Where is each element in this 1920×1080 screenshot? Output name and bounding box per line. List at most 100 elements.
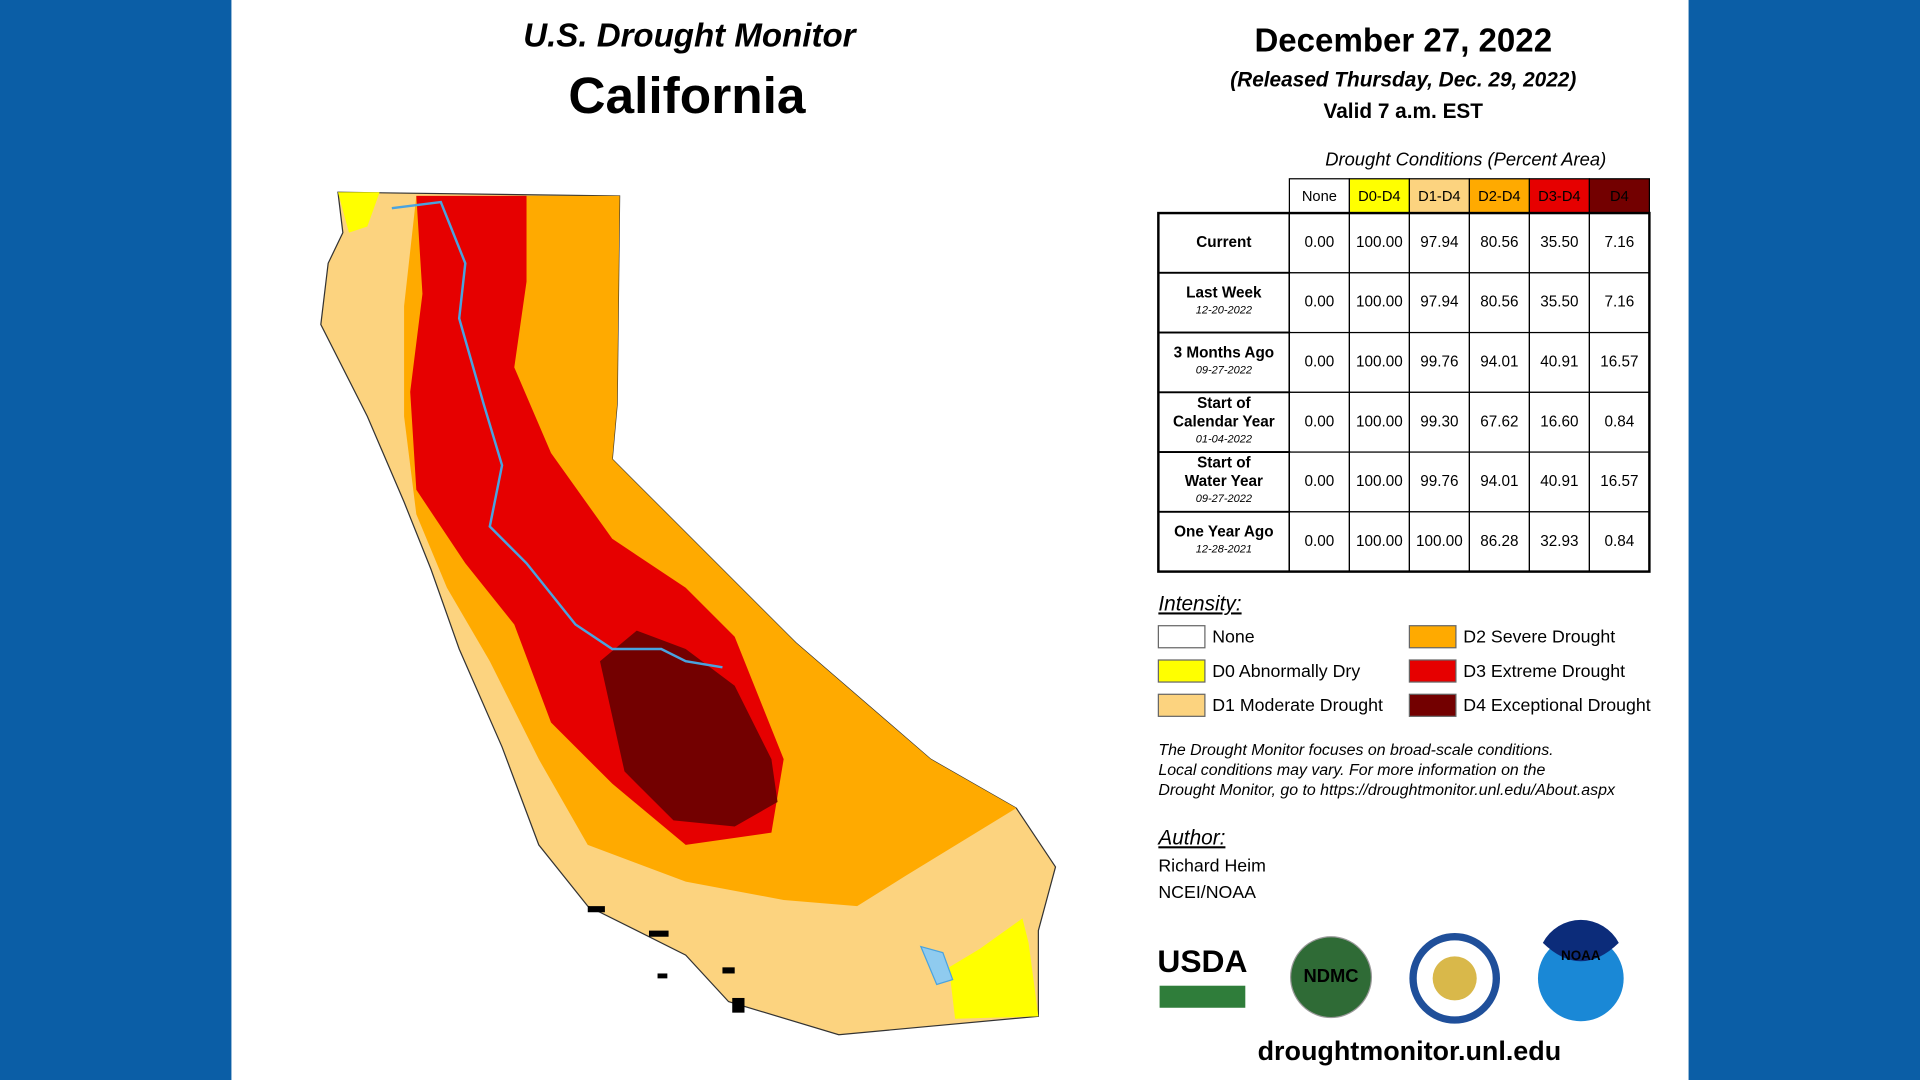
- region: California: [568, 66, 805, 124]
- row-label: Start of: [1197, 395, 1251, 412]
- d0-area: [948, 918, 1039, 1019]
- table-cell: [1528, 331, 1591, 393]
- table-cell: [1348, 511, 1411, 573]
- table-cell: [1588, 272, 1651, 334]
- row-label: Calendar Year: [1173, 413, 1275, 430]
- table-value: 100.00: [1416, 533, 1463, 550]
- table-value: 100.00: [1356, 294, 1403, 311]
- d4-area: [600, 630, 778, 827]
- table-value: 7.16: [1604, 234, 1634, 251]
- released: (Released Thursday, Dec. 29, 2022): [1230, 68, 1576, 91]
- table-value: 99.30: [1420, 413, 1458, 430]
- usda-logo: USDA: [1157, 943, 1247, 979]
- table-cell: [1288, 451, 1351, 513]
- column-header: D4: [1610, 189, 1629, 205]
- valid: Valid 7 a.m. EST: [1324, 100, 1484, 123]
- title: U.S. Drought Monitor: [523, 18, 857, 55]
- table-value: 0.84: [1604, 413, 1634, 430]
- row-date: 09-27-2022: [1196, 364, 1252, 376]
- table-value: 86.28: [1480, 533, 1518, 550]
- side-panel: [0, 0, 232, 1080]
- islands: [587, 906, 745, 1013]
- row-date: 01-04-2022: [1196, 433, 1252, 445]
- side-panel: [1688, 0, 1920, 1080]
- table-value: 0.00: [1304, 473, 1334, 490]
- river: [391, 200, 723, 669]
- column-header: D0-D4: [1358, 189, 1400, 205]
- table-cell: [1468, 331, 1531, 393]
- table-value: 0.84: [1604, 533, 1634, 550]
- commerce-seal-center: [1432, 956, 1477, 1001]
- table-caption: Drought Conditions (Percent Area): [1325, 148, 1606, 169]
- table-cell: [1408, 272, 1471, 334]
- row-date: 09-27-2022: [1196, 493, 1252, 505]
- table-value: 35.50: [1540, 234, 1578, 251]
- table-value: 100.00: [1356, 353, 1403, 370]
- note-line: Local conditions may vary. For more info…: [1158, 762, 1545, 779]
- row-label: One Year Ago: [1174, 524, 1273, 541]
- table-cell: [1348, 391, 1411, 453]
- table-cell: [1528, 451, 1591, 513]
- table-cell: [1468, 272, 1531, 334]
- table-value: 32.93: [1540, 533, 1578, 550]
- table-cell: [1348, 331, 1411, 393]
- table-cell: [1348, 212, 1411, 274]
- table-value: 16.57: [1600, 353, 1638, 370]
- legend-swatch: [1408, 659, 1457, 683]
- date: December 27, 2022: [1254, 23, 1552, 60]
- table-cell: [1528, 391, 1591, 453]
- row-label-cell: [1157, 510, 1291, 573]
- note: The Drought Monitor focuses on broad-sca…: [1158, 742, 1616, 799]
- legend: None D0 Abnormally Dry D1 Moderate Drought…: [1157, 625, 1651, 717]
- table-cell: [1588, 391, 1651, 453]
- table-value: 94.01: [1480, 473, 1518, 490]
- table-cell: [1528, 511, 1591, 573]
- column-header: D2-D4: [1478, 189, 1520, 205]
- column-header: D3-D4: [1538, 189, 1580, 205]
- table-value: 80.56: [1480, 294, 1518, 311]
- table-value: 0.00: [1304, 294, 1334, 311]
- table-value: 80.56: [1480, 234, 1518, 251]
- table-value: 0.00: [1304, 413, 1334, 430]
- row-label-cell: [1157, 331, 1291, 394]
- note-line: Drought Monitor, go to https://droughtmo…: [1158, 782, 1616, 799]
- table-value: 99.76: [1420, 353, 1458, 370]
- column-header: D1-D4: [1418, 189, 1460, 205]
- table-value: 99.76: [1420, 473, 1458, 490]
- column-header-cell: [1408, 178, 1471, 214]
- legend-swatch: [1157, 659, 1206, 683]
- ndmc-logo: NDMC: [1303, 965, 1358, 986]
- logos: USDA NDMC NOAA: [1157, 919, 1624, 1024]
- author: Richard Heim NCEI/NOAA: [1158, 856, 1266, 902]
- row-label: Current: [1196, 234, 1251, 251]
- legend-label: D0 Abnormally Dry: [1212, 661, 1360, 681]
- legend-label: D3 Extreme Drought: [1463, 661, 1625, 681]
- noaa-top: [1542, 919, 1619, 962]
- table-value: 100.00: [1356, 413, 1403, 430]
- note-line: The Drought Monitor focuses on broad-sca…: [1158, 742, 1553, 759]
- table-value: 97.94: [1420, 234, 1459, 251]
- table-value: 94.01: [1480, 353, 1518, 370]
- row-label: Last Week: [1186, 285, 1262, 302]
- legend-swatch: [1408, 693, 1457, 717]
- author-title: Author:: [1156, 826, 1225, 849]
- legend-swatch: [1157, 693, 1206, 717]
- d2-area: [404, 195, 1017, 907]
- row-label: Start of: [1197, 455, 1251, 472]
- url: droughtmonitor.unl.edu: [1258, 1036, 1562, 1066]
- table-value: 100.00: [1356, 533, 1403, 550]
- table-border: [1157, 211, 1651, 573]
- table-value: 0.00: [1304, 353, 1334, 370]
- noaa-logo: NOAA: [1561, 948, 1601, 963]
- map: [320, 191, 1057, 1036]
- legend-swatch: [1408, 625, 1457, 649]
- ndmc-badge: [1290, 936, 1373, 1019]
- table-value: 100.00: [1356, 473, 1403, 490]
- legend-title: Intensity:: [1158, 592, 1241, 615]
- usda-stripe: [1159, 985, 1246, 1008]
- author-line: NCEI/NOAA: [1158, 882, 1256, 902]
- d0-area: [337, 192, 380, 233]
- noaa-badge: [1537, 935, 1624, 1022]
